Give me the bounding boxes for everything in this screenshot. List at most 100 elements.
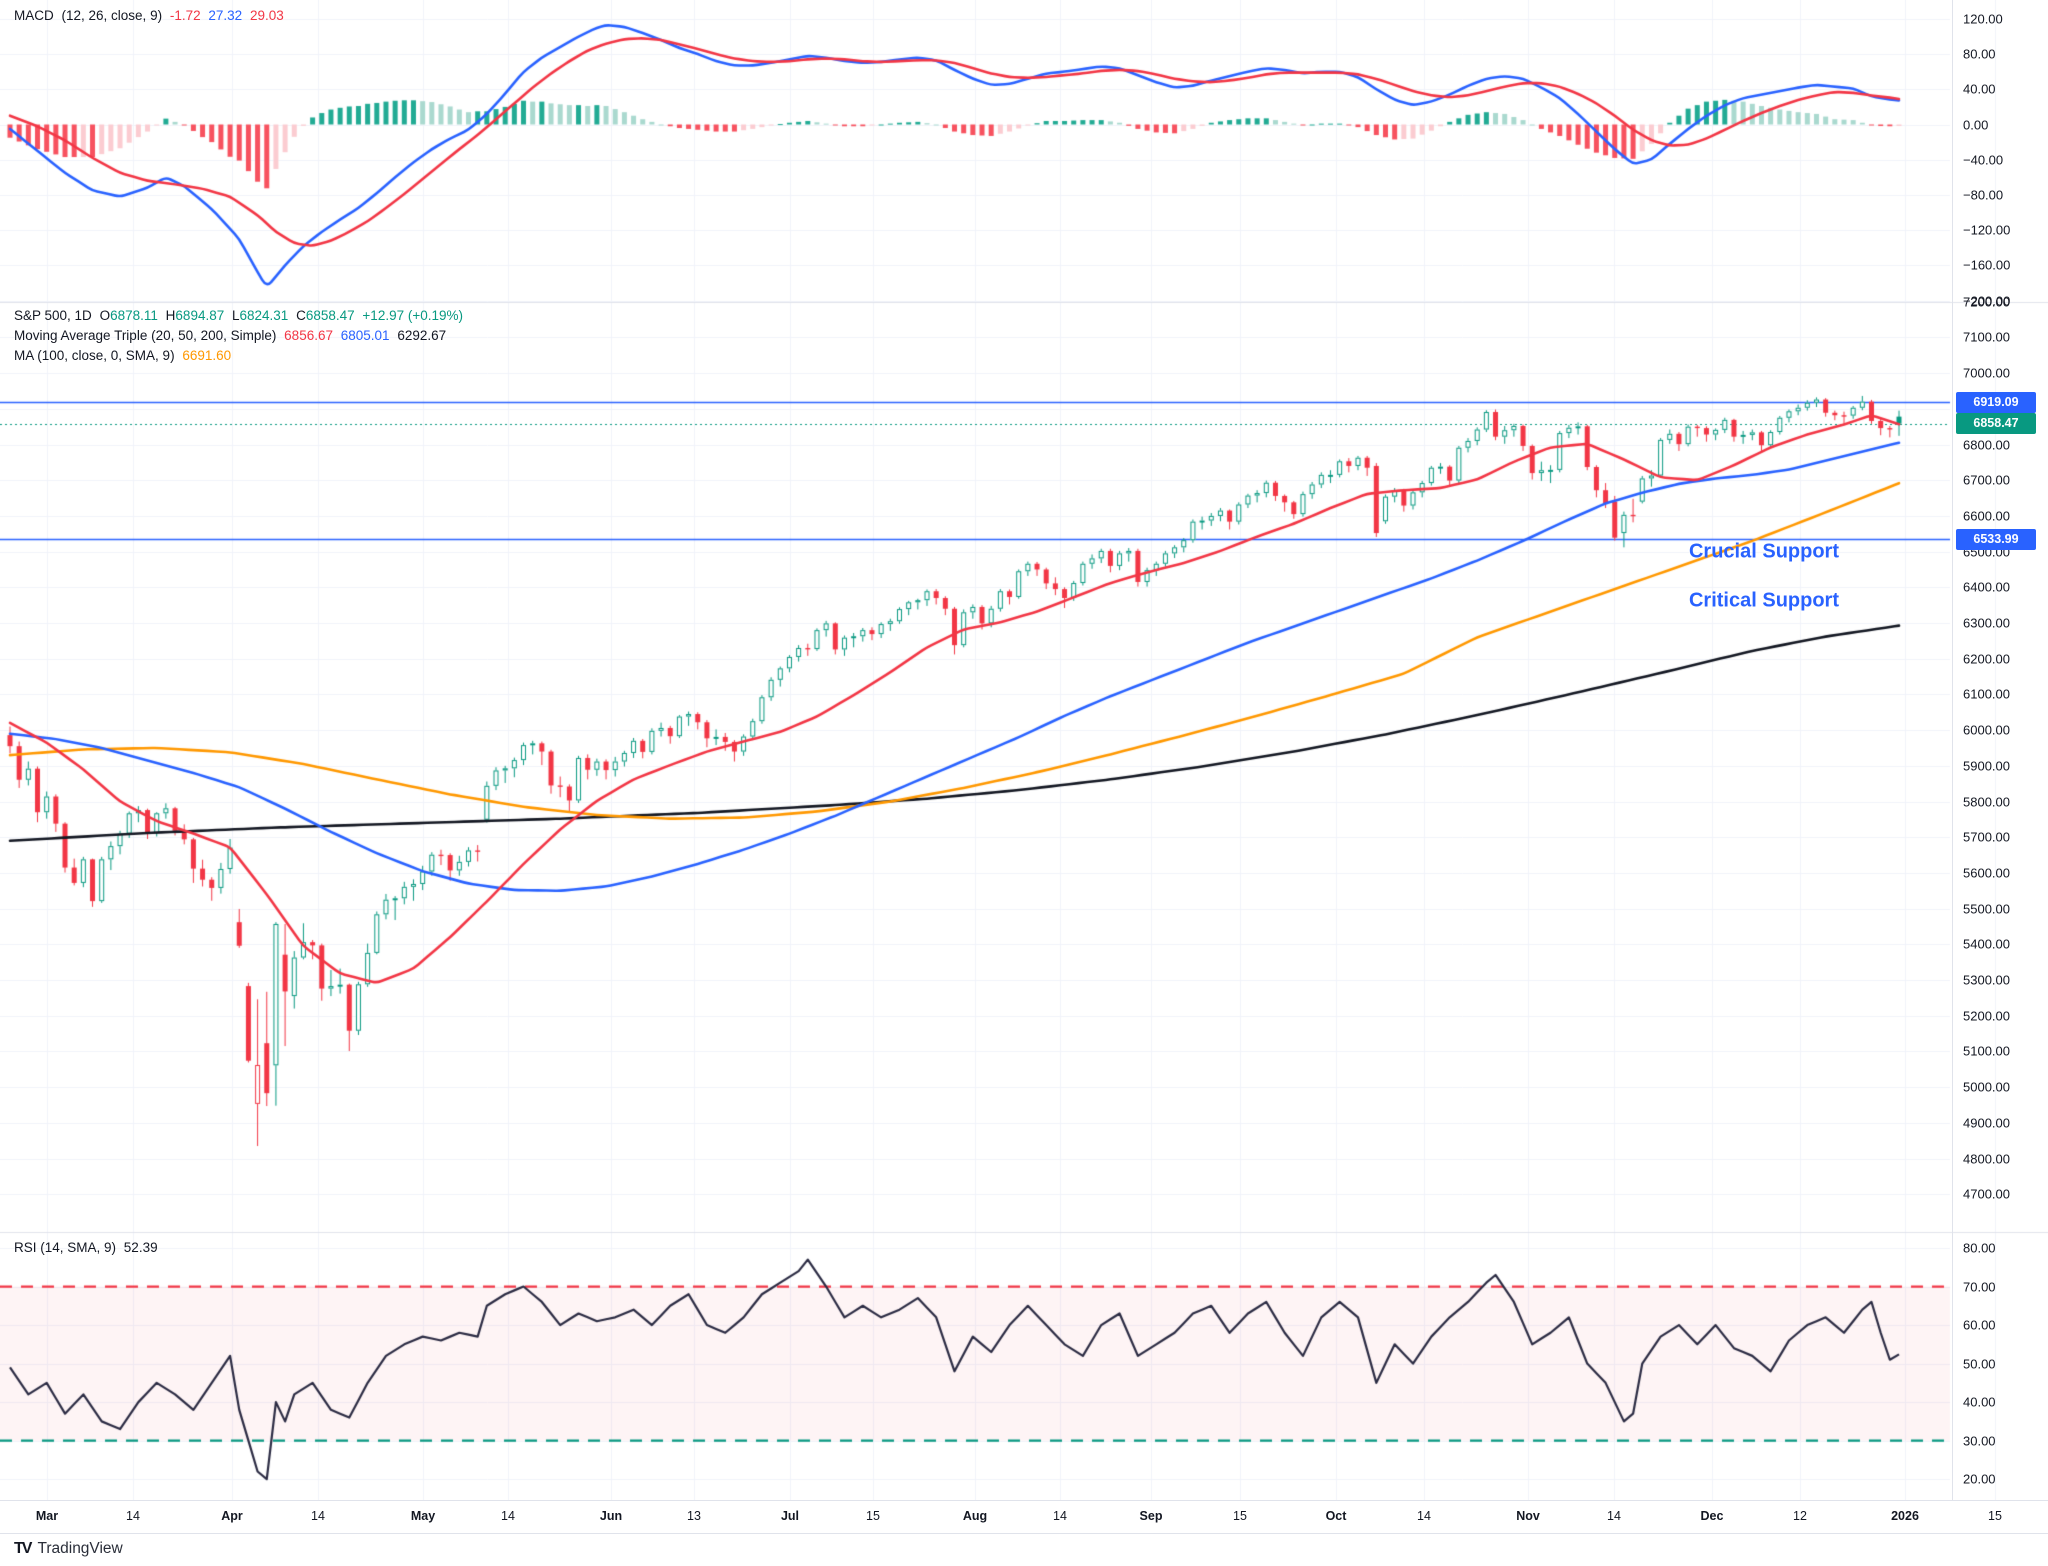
- axis-tick-label: 6200.00: [1963, 651, 2010, 667]
- ma200-value: 6292.67: [397, 328, 447, 343]
- axis-tick-label: 20.00: [1963, 1471, 1996, 1487]
- close-value: 6858.47: [305, 308, 355, 323]
- macd-line-value: 27.32: [208, 8, 243, 23]
- axis-tick-label: −40.00: [1963, 152, 2004, 168]
- price-label-chip: 6533.99: [1956, 528, 2036, 550]
- time-tick-label: Nov: [1516, 1509, 1540, 1523]
- time-tick-label: Sep: [1139, 1509, 1163, 1523]
- axis-tick-label: 5100.00: [1963, 1043, 2010, 1059]
- change-value: +12.97 (+0.19%): [362, 308, 463, 323]
- axis-tick-label: 6300.00: [1963, 615, 2010, 631]
- axis-tick-label: 30.00: [1963, 1433, 1996, 1449]
- time-tick-label: 14: [126, 1509, 140, 1523]
- time-tick-label: Mar: [35, 1509, 59, 1523]
- axis-tick-label: 6800.00: [1963, 437, 2010, 452]
- time-tick-label: 15: [1233, 1509, 1247, 1523]
- high-value: 6894.87: [175, 308, 225, 323]
- axis-tick-label: 80.00: [1963, 1240, 1996, 1256]
- close-label: C: [296, 308, 306, 323]
- tradingview-watermark[interactable]: TV TradingView: [14, 1540, 123, 1558]
- axis-tick-label: 5200.00: [1963, 1008, 2010, 1024]
- macd-signal-value: 29.03: [249, 8, 284, 23]
- time-tick-label: Oct: [1325, 1509, 1347, 1523]
- axis-tick-label: 5600.00: [1963, 865, 2010, 881]
- axis-tick-label: 6100.00: [1963, 686, 2010, 702]
- time-tick-label: 12: [1793, 1509, 1807, 1523]
- axis-tick-label: 5900.00: [1963, 758, 2010, 774]
- macd-legend-params: (12, 26, close, 9): [61, 8, 163, 23]
- time-tick-label: 15: [866, 1509, 880, 1523]
- time-tick-label: 14: [1607, 1509, 1621, 1523]
- crucial-support-annotation[interactable]: Crucial Support: [1688, 540, 1840, 563]
- axis-tick-label: 0.00: [1963, 117, 1989, 132]
- axis-tick-label: 7200.00: [1963, 294, 2010, 310]
- ma-triple-legend[interactable]: Moving Average Triple (20, 50, 200, Simp…: [14, 326, 450, 346]
- time-tick-label: 14: [1053, 1509, 1067, 1523]
- axis-tick-label: 80.00: [1963, 46, 1996, 62]
- axis-tick-label: 4700.00: [1963, 1186, 2010, 1202]
- axis-tick-label: 4800.00: [1963, 1151, 2010, 1166]
- axis-tick-label: 4900.00: [1963, 1115, 2010, 1131]
- axis-tick-label: −80.00: [1963, 187, 2004, 203]
- price-scale-axis[interactable]: 120.00 80.00 40.00 0.00 −40.00 −80.00 −120.00 −…: [1952, 0, 2048, 1532]
- time-tick-label: 14: [501, 1509, 515, 1523]
- axis-tick-label: 5500.00: [1963, 901, 2010, 917]
- axis-tick-label: 7000.00: [1963, 365, 2010, 381]
- axis-tick-label: 6400.00: [1963, 579, 2010, 595]
- high-label: H: [165, 308, 176, 323]
- axis-tick-label: 60.00: [1963, 1317, 1996, 1333]
- time-tick-label: Apr: [221, 1509, 243, 1523]
- symbol-title: S&P 500, 1D: [14, 308, 92, 323]
- ma20-value: 6856.67: [284, 328, 333, 343]
- axis-tick-label: 40.00: [1963, 1394, 1996, 1410]
- low-value: 6824.31: [239, 308, 289, 323]
- low-label: L: [232, 308, 240, 323]
- ma-triple-label: Moving Average Triple (20, 50, 200, Simp…: [14, 328, 277, 343]
- axis-tick-label: 5400.00: [1963, 936, 2010, 952]
- macd-legend-title: MACD: [14, 8, 54, 23]
- axis-tick-label: −120.00: [1963, 222, 2011, 238]
- ma100-legend[interactable]: MA (100, close, 0, SMA, 9) 6691.60: [14, 346, 235, 366]
- open-value: 6878.11: [110, 308, 158, 323]
- time-tick-label: May: [410, 1509, 436, 1523]
- price-label-chip: 6858.47: [1956, 413, 2036, 435]
- time-tick-label: 2026: [1891, 1509, 1919, 1523]
- axis-tick-label: 7100.00: [1963, 329, 2010, 345]
- rsi-value: 52.39: [123, 1240, 158, 1255]
- axis-tick-label: 40.00: [1963, 81, 1996, 97]
- symbol-legend[interactable]: S&P 500, 1D O6878.11 H6894.87 L6824.31 C…: [14, 306, 467, 326]
- axis-tick-label: 50.00: [1963, 1356, 1996, 1372]
- axis-tick-label: 5000.00: [1963, 1079, 2010, 1095]
- axis-tick-label: −200.00: [1963, 293, 2011, 308]
- rsi-legend-label: RSI (14, SMA, 9): [14, 1240, 117, 1255]
- time-tick-label: 14: [1417, 1509, 1431, 1523]
- tradingview-logo-text: TradingView: [37, 1540, 123, 1557]
- axis-tick-label: 6700.00: [1963, 472, 2010, 488]
- price-label-chip: 6919.09: [1956, 391, 2036, 413]
- axis-tick-label: 6600.00: [1963, 508, 2010, 524]
- axis-tick-label: 6000.00: [1963, 722, 2010, 738]
- ma100-value: 6691.60: [182, 348, 232, 363]
- open-label: O: [99, 308, 111, 323]
- axis-tick-label: 70.00: [1963, 1279, 1996, 1295]
- time-tick-label: Jul: [780, 1509, 800, 1523]
- time-tick-label: 13: [687, 1509, 701, 1523]
- macd-hist-value: -1.72: [169, 8, 201, 23]
- macd-legend[interactable]: MACD (12, 26, close, 9) -1.72 27.32 29.0…: [14, 6, 288, 26]
- time-axis[interactable]: Mar 14 Apr 14 May 14 Jun 13 Jul 15 Aug 14 Sep 15 Oct 14…: [0, 1500, 2048, 1534]
- tradingview-logo-icon: TV: [14, 1540, 33, 1557]
- axis-tick-label: −160.00: [1963, 257, 2011, 273]
- axis-tick-label: 120.00: [1963, 11, 2003, 27]
- axis-tick-label: 5300.00: [1963, 972, 2010, 988]
- rsi-legend[interactable]: RSI (14, SMA, 9) 52.39: [14, 1238, 162, 1258]
- time-tick-label: 15: [1988, 1509, 2002, 1523]
- axis-tick-label: 5700.00: [1963, 829, 2010, 845]
- ma50-value: 6805.01: [340, 328, 390, 343]
- critical-support-annotation[interactable]: Critical Support: [1688, 589, 1840, 612]
- time-tick-label: Dec: [1700, 1509, 1724, 1523]
- ma100-label: MA (100, close, 0, SMA, 9): [14, 348, 175, 363]
- time-tick-label: 14: [311, 1509, 325, 1523]
- time-tick-label: Jun: [599, 1509, 623, 1523]
